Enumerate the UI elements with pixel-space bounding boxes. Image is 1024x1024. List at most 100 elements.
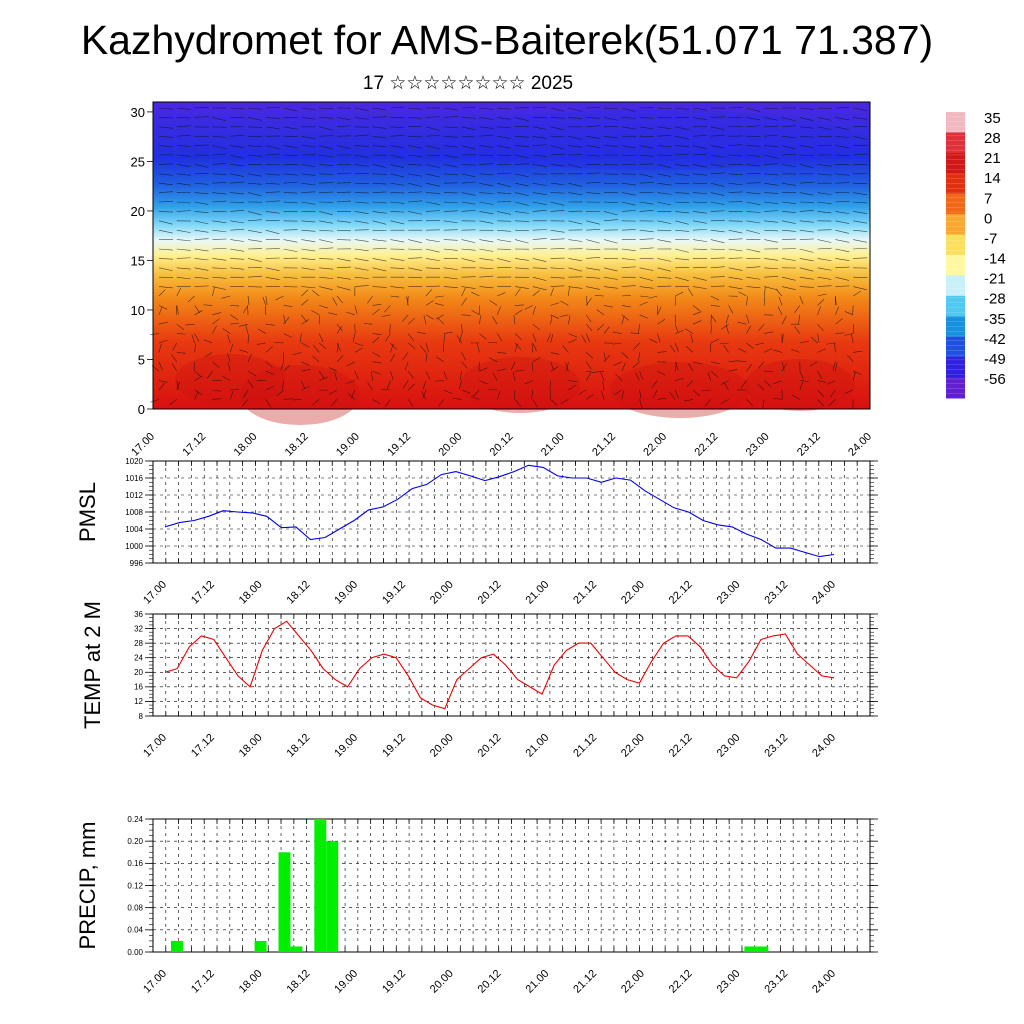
- wind-barb: [728, 276, 743, 280]
- wind-barb: [354, 117, 369, 120]
- wind-barb: [514, 333, 522, 340]
- heat-y-tick-label: 15: [131, 253, 145, 268]
- wind-barb: [632, 361, 640, 368]
- wind-barb: [835, 266, 850, 269]
- wind-barb: [532, 229, 547, 231]
- wind-barb: [176, 164, 191, 168]
- wind-barb: [657, 135, 672, 137]
- wind-barb: [212, 135, 227, 138]
- wind-barb: [408, 276, 423, 279]
- wind-barb: [283, 145, 298, 148]
- wind-barb: [781, 248, 797, 250]
- wind-barb: [692, 311, 702, 316]
- wind-barb: [319, 173, 334, 175]
- wind-barb: [853, 125, 868, 128]
- wind-barb: [390, 343, 394, 353]
- precip-bar: [278, 852, 291, 952]
- wind-barb: [407, 383, 415, 391]
- wind-barb: [336, 355, 344, 363]
- wind-barb: [158, 289, 166, 297]
- wind-barb: [497, 126, 512, 129]
- wind-barb: [492, 316, 498, 325]
- colorbar-swatch: [946, 295, 965, 317]
- wind-barb: [781, 153, 796, 156]
- wind-barb: [621, 352, 629, 359]
- wind-barb: [265, 370, 275, 375]
- wind-barb: [372, 370, 382, 375]
- temp-x-tick-label: 23.12: [762, 732, 790, 760]
- wind-barb: [835, 117, 850, 121]
- wind-barb: [354, 342, 364, 347]
- wind-barb: [422, 389, 427, 399]
- wind-barb: [852, 305, 854, 315]
- wind-barb: [817, 135, 832, 138]
- pmsl-x-tick-label: 21.12: [571, 579, 599, 607]
- wind-barb: [479, 211, 494, 215]
- wind-barb: [372, 135, 387, 139]
- wind-barb: [853, 257, 868, 259]
- wind-barb: [319, 135, 334, 137]
- wind-barb: [728, 305, 734, 314]
- wind-barb: [514, 117, 529, 122]
- wind-barb: [817, 276, 832, 280]
- wind-barb: [621, 390, 624, 400]
- precip-x-tick-label: 23.12: [762, 968, 790, 996]
- temp-frame: [152, 613, 871, 717]
- wind-barb: [334, 371, 338, 381]
- wind-barb: [371, 371, 373, 381]
- wind-barb: [835, 220, 850, 224]
- wind-barb: [408, 248, 423, 251]
- wind-barb: [514, 201, 529, 206]
- wind-barb: [764, 201, 779, 204]
- precip-x-tick-label: 19.12: [380, 968, 408, 996]
- wind-barb: [283, 192, 298, 194]
- wind-barb: [723, 344, 729, 353]
- wind-barb: [212, 117, 227, 121]
- wind-barb: [247, 145, 262, 148]
- wind-barb: [194, 276, 209, 279]
- wind-barb: [301, 182, 316, 186]
- wind-barb: [817, 247, 832, 250]
- wind-barb: [597, 323, 605, 331]
- wind-barb: [675, 135, 689, 140]
- wind-barb: [763, 287, 766, 297]
- precip-y-tick-label: 0.12: [127, 881, 143, 890]
- wind-barb: [638, 324, 640, 334]
- precip-bar: [170, 940, 183, 952]
- wind-barb: [657, 351, 667, 353]
- wind-barb: [550, 107, 565, 112]
- wind-barb: [194, 285, 209, 287]
- wind-barb: [212, 287, 215, 297]
- wind-barb: [728, 267, 743, 271]
- wind-barb: [532, 209, 547, 212]
- wind-barb: [675, 107, 690, 110]
- wind-barb: [710, 276, 725, 278]
- colorbar-swatch: [946, 234, 965, 256]
- wind-barb: [613, 389, 622, 396]
- wind-barb: [675, 153, 690, 156]
- wind-barb: [230, 267, 245, 270]
- wind-barb: [158, 382, 165, 391]
- wind-barb: [692, 220, 707, 224]
- wind-barb: [169, 399, 177, 406]
- heat-y-tick-label: 5: [138, 352, 145, 367]
- wind-barb: [354, 201, 369, 204]
- wind-barb: [292, 352, 302, 356]
- wind-barb: [675, 126, 689, 131]
- wind-barb: [764, 134, 779, 137]
- wind-barb: [458, 380, 462, 390]
- temp-x-tick-label: 20.00: [428, 732, 456, 760]
- wind-barb: [746, 164, 761, 167]
- wind-barb: [764, 275, 779, 278]
- wind-barb: [336, 276, 351, 280]
- wind-barb: [639, 117, 654, 119]
- pmsl-x-tick-label: 19.12: [380, 579, 408, 607]
- pmsl-y-tick-label: 1012: [125, 491, 143, 500]
- colorbar-label: -42: [984, 331, 1006, 348]
- wind-barb: [639, 389, 642, 399]
- wind-barb: [817, 348, 826, 353]
- wind-barb: [461, 389, 471, 394]
- wind-barb: [301, 369, 311, 372]
- wind-barb: [280, 361, 284, 371]
- wind-barb: [746, 286, 761, 289]
